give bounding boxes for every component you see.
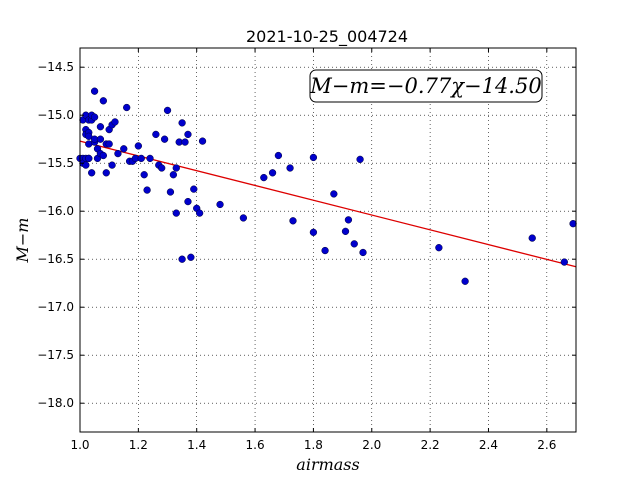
data-point bbox=[96, 135, 105, 143]
y-tick-label: −15.0 bbox=[37, 108, 74, 122]
x-tick-label: 2.0 bbox=[362, 438, 381, 452]
chart-title: 2021-10-25_004724 bbox=[246, 27, 408, 47]
fit-line-segment bbox=[79, 140, 577, 268]
fit-line bbox=[79, 140, 577, 268]
y-tick-label: −17.5 bbox=[37, 348, 74, 362]
x-axis-label: airmass bbox=[296, 455, 359, 474]
y-tick-label: −18.0 bbox=[37, 396, 74, 410]
data-point bbox=[96, 123, 105, 131]
data-point bbox=[143, 186, 151, 194]
equation-text: M−m=−0.77χ−14.50 bbox=[309, 74, 541, 98]
data-point bbox=[569, 220, 577, 228]
data-point bbox=[268, 169, 277, 177]
data-point bbox=[137, 154, 145, 163]
data-point bbox=[184, 130, 192, 139]
x-tick-label: 1.2 bbox=[129, 438, 148, 452]
data-point bbox=[140, 171, 148, 179]
data-point bbox=[461, 277, 469, 285]
data-point bbox=[359, 248, 367, 257]
data-point bbox=[528, 234, 536, 242]
data-point bbox=[178, 119, 186, 127]
x-tick-label: 1.8 bbox=[304, 438, 323, 452]
data-point bbox=[309, 153, 318, 162]
data-point bbox=[88, 169, 96, 177]
data-point bbox=[274, 151, 283, 160]
data-point bbox=[85, 132, 93, 140]
x-ticks: 1.0 1.2 1.4 1.6 1.8 2.0 2.2 2.4 2.6 bbox=[70, 48, 556, 452]
grid bbox=[79, 48, 576, 432]
data-point bbox=[341, 227, 350, 236]
data-point bbox=[160, 135, 169, 143]
equation-box: M−m=−0.77χ−14.50 bbox=[309, 69, 543, 103]
data-point bbox=[82, 161, 90, 169]
data-point bbox=[190, 185, 198, 193]
data-point bbox=[239, 214, 248, 222]
data-point bbox=[344, 216, 353, 224]
y-tick-label: −16.0 bbox=[37, 204, 74, 218]
data-point bbox=[172, 164, 180, 172]
data-point bbox=[286, 164, 294, 172]
data-point bbox=[108, 161, 116, 169]
plot-frame bbox=[79, 47, 577, 433]
data-point bbox=[350, 240, 358, 248]
data-point bbox=[152, 130, 160, 139]
data-point bbox=[120, 145, 128, 153]
data-point bbox=[321, 246, 329, 255]
data-point bbox=[158, 164, 166, 172]
x-tick-label: 1.4 bbox=[187, 438, 206, 452]
data-point bbox=[260, 173, 268, 182]
data-point bbox=[172, 209, 180, 217]
data-point bbox=[134, 142, 143, 150]
data-point bbox=[102, 169, 110, 177]
y-tick-label: −15.5 bbox=[37, 156, 74, 170]
y-axis-label: M−m bbox=[13, 218, 32, 264]
data-point bbox=[181, 138, 189, 146]
y-tick-label: −16.5 bbox=[37, 252, 74, 266]
x-tick-label: 1.6 bbox=[246, 438, 265, 452]
data-point bbox=[435, 244, 443, 252]
data-point bbox=[178, 255, 186, 263]
data-point bbox=[99, 97, 107, 105]
data-point bbox=[560, 258, 568, 266]
data-point bbox=[169, 171, 178, 179]
data-point bbox=[187, 253, 195, 261]
data-point bbox=[111, 118, 119, 126]
data-point bbox=[114, 149, 122, 158]
x-tick-label: 2.4 bbox=[479, 438, 498, 452]
y-tick-label: −17.0 bbox=[37, 300, 74, 314]
data-point bbox=[166, 188, 175, 196]
data-point bbox=[99, 151, 107, 160]
data-point bbox=[309, 228, 318, 236]
data-point bbox=[198, 137, 207, 145]
data-point bbox=[195, 209, 204, 217]
data-point bbox=[123, 103, 131, 112]
data-point bbox=[184, 197, 192, 206]
data-point bbox=[105, 140, 113, 148]
x-tick-label: 2.6 bbox=[537, 438, 556, 452]
data-point bbox=[146, 154, 154, 163]
data-point bbox=[216, 200, 224, 209]
data-point bbox=[85, 154, 93, 163]
data-point bbox=[163, 106, 172, 115]
data-point bbox=[90, 113, 99, 121]
data-point bbox=[330, 190, 338, 198]
x-tick-label: 1.0 bbox=[70, 438, 89, 452]
data-point bbox=[90, 87, 99, 95]
data-points bbox=[76, 87, 577, 285]
x-tick-label: 2.2 bbox=[421, 438, 440, 452]
data-point bbox=[289, 217, 297, 225]
y-ticks: −14.5 −15.0 −15.5 −16.0 −16.5 −17.0 −17.5 −18.0 bbox=[37, 60, 576, 410]
y-tick-label: −14.5 bbox=[37, 60, 74, 74]
data-point bbox=[356, 155, 364, 164]
